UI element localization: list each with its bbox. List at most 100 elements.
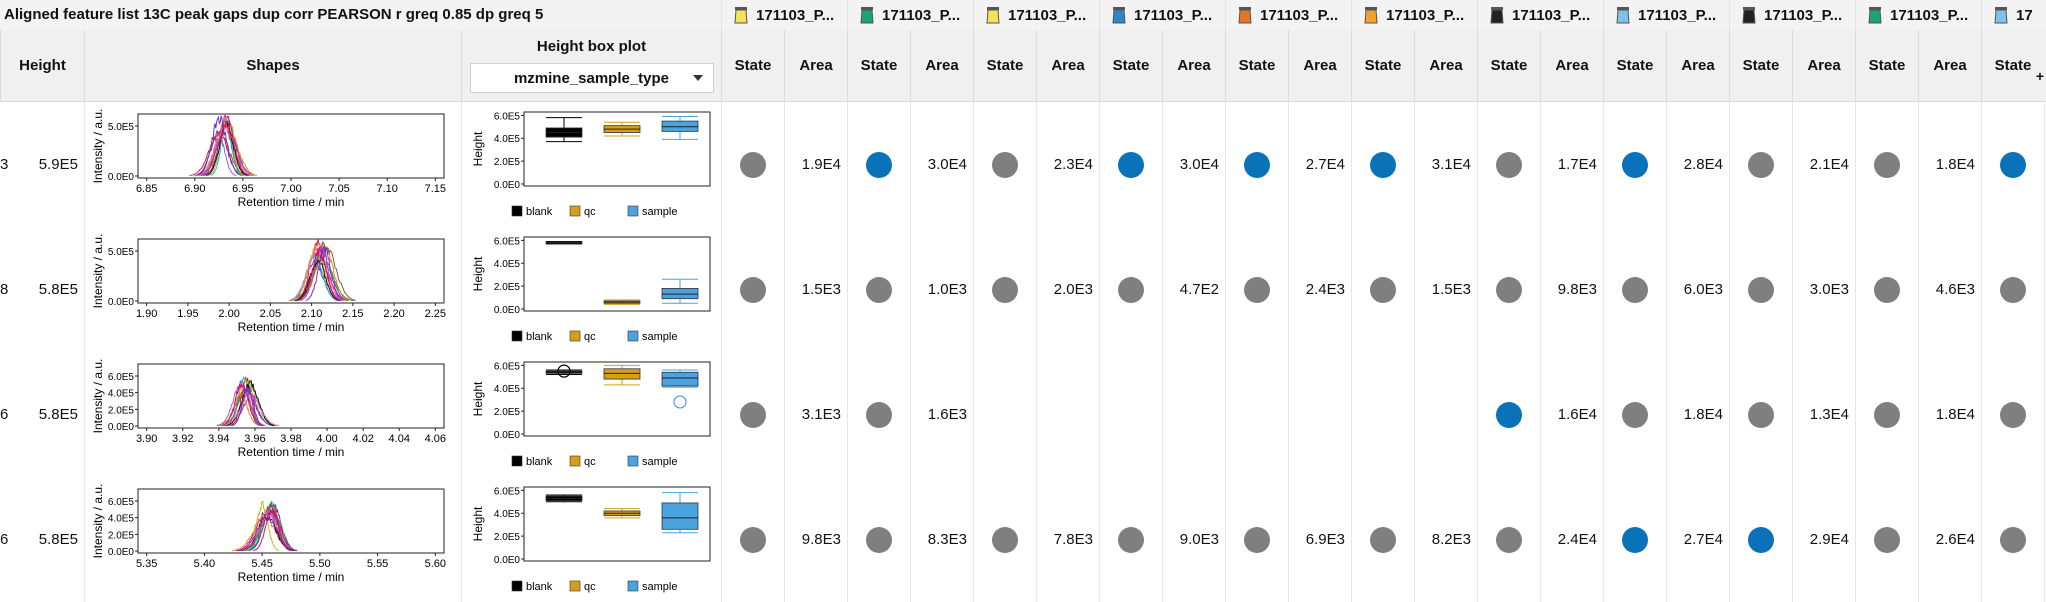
area-column-header[interactable]: Area — [1414, 30, 1477, 101]
height-box-plot[interactable]: 0.0E0 2.0E5 4.0E5 6.0E5 Height blank qc sample — [468, 229, 718, 351]
area-column-header[interactable]: Area — [1666, 30, 1729, 101]
state-cell[interactable] — [1099, 477, 1162, 602]
area-column-header[interactable]: Area — [1918, 30, 1981, 101]
state-cell[interactable] — [973, 227, 1036, 352]
state-column-header[interactable]: State — [1855, 30, 1918, 101]
height-box-plot[interactable]: 0.0E0 2.0E5 4.0E5 6.0E5 Height blank qc sample — [468, 354, 718, 476]
state-cell[interactable] — [1351, 352, 1414, 477]
raw-file-header[interactable]: 171103_P... — [721, 0, 847, 30]
state-cell[interactable] — [1981, 477, 2044, 602]
state-cell[interactable] — [1477, 227, 1540, 352]
state-cell[interactable] — [1477, 352, 1540, 477]
state-column-header[interactable]: State — [973, 30, 1036, 101]
state-cell[interactable] — [1225, 477, 1288, 602]
state-column-header[interactable]: State — [847, 30, 910, 101]
state-column-header[interactable]: State — [1477, 30, 1540, 101]
area-column-header[interactable]: Area — [1288, 30, 1351, 101]
state-cell[interactable] — [1855, 227, 1918, 352]
height-column-header[interactable]: Height — [0, 30, 84, 101]
state-cell[interactable] — [1729, 477, 1792, 602]
area-column-header[interactable]: Area — [1036, 30, 1099, 101]
feature-row[interactable]: 3 5.9E5 6.85 6.90 6.95 7.00 7.05 7.10 7.15 0.0E0 5… — [0, 102, 2046, 227]
row-id: 3 — [0, 156, 9, 173]
state-cell[interactable] — [721, 102, 784, 227]
sample-type-dropdown[interactable]: mzmine_sample_type — [469, 63, 714, 93]
state-cell[interactable] — [1225, 352, 1288, 477]
state-cell[interactable] — [1603, 227, 1666, 352]
state-cell[interactable] — [1351, 227, 1414, 352]
state-column-header[interactable]: State — [1099, 30, 1162, 101]
state-cell[interactable] — [1225, 227, 1288, 352]
state-cell[interactable] — [1855, 352, 1918, 477]
state-cell[interactable] — [1099, 227, 1162, 352]
state-column-header[interactable]: State — [721, 30, 784, 101]
peak-shape-chart[interactable]: 6.85 6.90 6.95 7.00 7.05 7.10 7.15 0.0E0 5.0E5 Re… — [92, 106, 452, 224]
raw-file-header[interactable]: 171103_P... — [847, 0, 973, 30]
state-cell[interactable] — [847, 477, 910, 602]
state-cell[interactable] — [973, 477, 1036, 602]
state-cell[interactable] — [847, 102, 910, 227]
state-cell[interactable] — [721, 352, 784, 477]
state-cell[interactable] — [1981, 352, 2044, 477]
height-box-plot[interactable]: 0.0E0 2.0E5 4.0E5 6.0E5 Height blank qc sample — [468, 104, 718, 226]
state-cell[interactable] — [721, 477, 784, 602]
state-cell[interactable] — [1603, 102, 1666, 227]
raw-file-header[interactable]: 17 — [1981, 0, 2046, 30]
feature-row[interactable]: 6 5.8E5 3.90 3.92 3.94 3.96 3.98 4.00 4.02 4.04 4.… — [0, 352, 2046, 477]
state-cell[interactable] — [1477, 102, 1540, 227]
height-box-plot[interactable]: 0.0E0 2.0E5 4.0E5 6.0E5 Height blank qc sample — [468, 479, 718, 601]
raw-file-header[interactable]: 171103_P... — [973, 0, 1099, 30]
feature-row[interactable]: 8 5.8E5 1.90 1.95 2.00 2.05 2.10 2.15 2.20 2.25 0.… — [0, 227, 2046, 352]
raw-file-header[interactable]: 171103_P... — [1099, 0, 1225, 30]
raw-file-header[interactable]: 171103_P... — [1351, 0, 1477, 30]
add-column-icon[interactable]: + — [2035, 68, 2044, 84]
shapes-column-header[interactable]: Shapes — [84, 30, 461, 101]
state-cell[interactable] — [973, 102, 1036, 227]
state-column-header[interactable]: State — [1603, 30, 1666, 101]
peak-shape-chart[interactable]: 5.35 5.40 5.45 5.50 5.55 5.60 0.0E0 2.0E5 4.0E5 6… — [92, 481, 452, 599]
x-tick-label: 3.90 — [136, 433, 157, 445]
area-column-header[interactable]: Area — [784, 30, 847, 101]
raw-file-header[interactable]: 171103_P... — [1225, 0, 1351, 30]
state-cell[interactable] — [1099, 102, 1162, 227]
area-column-header[interactable]: Area — [1540, 30, 1603, 101]
peak-shape-chart[interactable]: 3.90 3.92 3.94 3.96 3.98 4.00 4.02 4.04 4.06 0.0E… — [92, 356, 452, 474]
state-cell[interactable] — [1855, 102, 1918, 227]
raw-file-header[interactable]: 171103_P... — [1603, 0, 1729, 30]
sample-type-dropdown-value: mzmine_sample_type — [513, 69, 670, 87]
state-cell[interactable] — [1729, 227, 1792, 352]
state-cell[interactable] — [1729, 102, 1792, 227]
state-cell[interactable] — [1099, 352, 1162, 477]
state-cell[interactable] — [1981, 102, 2044, 227]
state-cell[interactable] — [1603, 477, 1666, 602]
state-column-header[interactable]: State — [1225, 30, 1288, 101]
state-cell[interactable] — [1477, 477, 1540, 602]
state-cell[interactable] — [1225, 102, 1288, 227]
state-column-header[interactable]: State — [1729, 30, 1792, 101]
state-cell[interactable] — [973, 352, 1036, 477]
state-cell[interactable] — [721, 227, 784, 352]
state-column-header[interactable]: State — [1351, 30, 1414, 101]
raw-file-header[interactable]: 171103_P... — [1855, 0, 1981, 30]
column-divider — [1162, 101, 1163, 602]
sample-vial-icon — [1994, 7, 2008, 24]
area-column-header[interactable]: Area — [1792, 30, 1855, 101]
state-cell[interactable] — [1351, 477, 1414, 602]
area-cell: 3.0E4 — [1162, 102, 1219, 227]
state-cell[interactable] — [1729, 352, 1792, 477]
state-cell[interactable] — [1981, 227, 2044, 352]
area-cell: 4.7E2 — [1162, 227, 1219, 352]
state-cell[interactable] — [1603, 352, 1666, 477]
area-column-header[interactable]: Area — [910, 30, 973, 101]
raw-file-label: 171103_P... — [1134, 6, 1213, 24]
feature-row[interactable]: 6 5.8E5 5.35 5.40 5.45 5.50 5.55 5.60 0.0E0 2.0E5… — [0, 477, 2046, 602]
peak-shape-chart[interactable]: 1.90 1.95 2.00 2.05 2.10 2.15 2.20 2.25 0.0E0 5.0… — [92, 231, 452, 349]
raw-file-header[interactable]: 171103_P... — [1477, 0, 1603, 30]
state-cell[interactable] — [1351, 102, 1414, 227]
area-column-header[interactable]: Area — [1162, 30, 1225, 101]
state-cell[interactable] — [847, 352, 910, 477]
state-column-header[interactable]: State — [1981, 30, 2044, 101]
state-cell[interactable] — [1855, 477, 1918, 602]
raw-file-header[interactable]: 171103_P... — [1729, 0, 1855, 30]
state-cell[interactable] — [847, 227, 910, 352]
